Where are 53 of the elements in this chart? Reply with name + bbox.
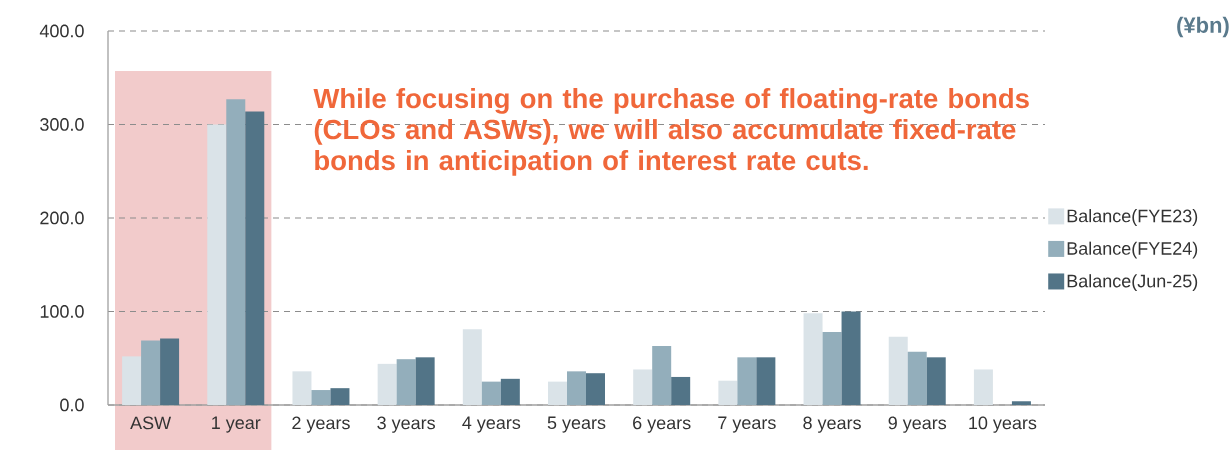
bar	[652, 346, 672, 405]
x-tick-label: 7 years	[718, 416, 776, 433]
legend-label: Balance(FYE24)	[1067, 241, 1198, 259]
x-tick-label: 10 years	[969, 416, 1037, 433]
bar	[396, 359, 416, 405]
y-tick-label: 0.0	[60, 398, 84, 412]
bar	[377, 363, 397, 405]
bar	[633, 369, 653, 405]
y-tick-label: 300.0	[40, 118, 84, 131]
x-tick-label: 3 years	[377, 416, 435, 433]
bar	[567, 371, 586, 405]
x-tick-label: 2 years	[292, 416, 350, 433]
bar	[122, 356, 142, 405]
x-tick-label: 6 years	[633, 416, 691, 433]
text: (¥bn)	[1177, 16, 1229, 38]
legend-label: Balance(Jun-25)	[1067, 274, 1198, 291]
bar	[803, 313, 823, 405]
bar	[481, 381, 501, 405]
bar	[207, 124, 227, 405]
x-tick-label: 1 year	[212, 416, 261, 433]
bar	[737, 357, 757, 405]
bar	[841, 311, 861, 405]
y-tick-label: 200.0	[40, 211, 84, 225]
bar	[822, 332, 842, 405]
bar	[245, 111, 265, 405]
x-tick-label: 8 years	[803, 416, 861, 433]
bar	[973, 369, 993, 405]
bar	[226, 99, 246, 405]
bar	[671, 376, 691, 405]
bar	[718, 380, 738, 405]
bar	[907, 351, 927, 405]
x-tick-label: 4 years	[462, 416, 521, 433]
bar	[500, 378, 520, 405]
bar	[548, 381, 567, 405]
x-tick-label: 9 years	[888, 416, 947, 433]
x-tick-label: ASW	[130, 416, 172, 430]
bar	[415, 357, 435, 405]
bar	[330, 388, 350, 405]
bar	[160, 338, 180, 405]
annotation: While focusing on the purchase of floating-rate bonds (CLOs and ASWs), we will also accumulate fixed-rate bonds in anticipation of interest rate cuts.	[313, 88, 1029, 176]
bar	[462, 329, 482, 405]
legend-label: Balance(FYE23)	[1067, 209, 1198, 226]
bar	[586, 373, 606, 405]
bar	[292, 371, 312, 405]
bar	[926, 357, 946, 405]
x-tick-label: 5 years	[547, 416, 606, 433]
bar	[756, 357, 776, 405]
bar	[888, 336, 908, 405]
bar	[311, 390, 331, 405]
bar	[141, 340, 161, 405]
bar	[1011, 401, 1031, 405]
y-tick-label: 100.0	[40, 305, 84, 318]
y-tick-label: 400.0	[39, 24, 84, 38]
